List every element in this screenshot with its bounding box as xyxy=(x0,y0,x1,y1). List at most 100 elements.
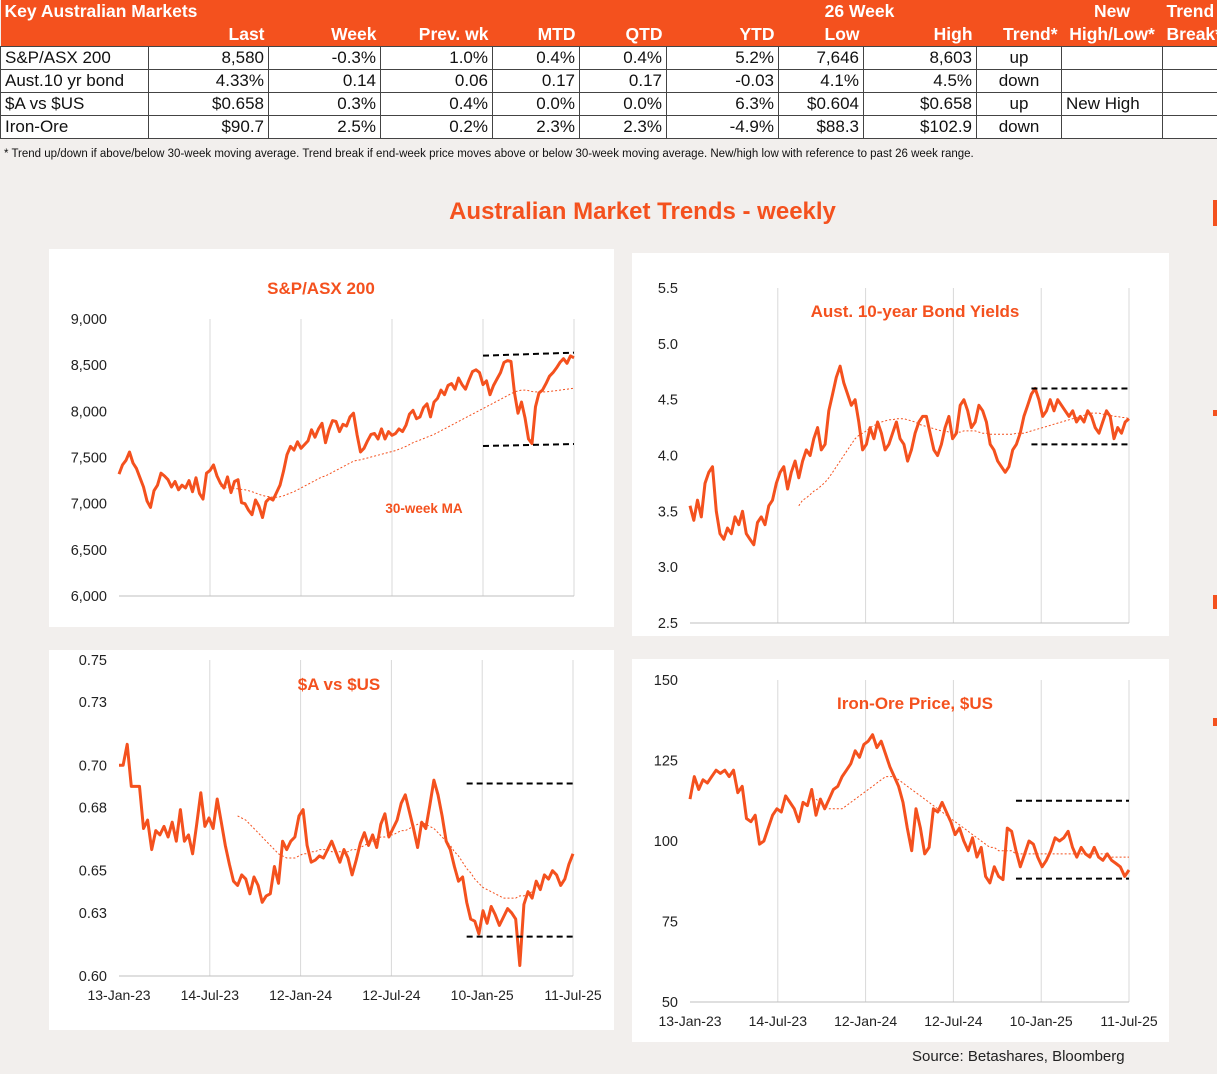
table-row: Iron-Ore $90.7 2.5% 0.2% 2.3% 2.3% -4.9%… xyxy=(0,115,1217,139)
y-tick-label: 50 xyxy=(662,995,678,1011)
cell-ytd: 6.3% xyxy=(666,92,779,116)
group-header-26-week: 26 Week xyxy=(778,0,977,23)
y-tick-label: 3.0 xyxy=(658,560,678,576)
row-name: Aust.10 yr bond xyxy=(0,69,149,93)
cell-last: $0.658 xyxy=(148,92,269,116)
y-tick-label: 0.63 xyxy=(79,906,107,922)
y-tick-label: 5.0 xyxy=(658,337,678,353)
row-name: $A vs $US xyxy=(0,92,149,116)
cell-ytd: -4.9% xyxy=(666,115,779,139)
x-tick-label: 14-Jul-23 xyxy=(749,1013,808,1029)
y-tick-label: 125 xyxy=(654,754,678,770)
col-header-break: Break* xyxy=(1162,23,1217,47)
cell-new-high-low xyxy=(1061,69,1164,93)
y-tick-label: 6,000 xyxy=(71,589,107,605)
cell-break xyxy=(1162,92,1217,116)
x-tick-label: 12-Jul-24 xyxy=(362,987,421,1003)
header-spacer xyxy=(492,0,580,23)
x-tick-label: 12-Jan-24 xyxy=(269,987,332,1003)
table-footnote: * Trend up/down if above/below 30-week m… xyxy=(4,148,974,160)
header-spacer xyxy=(148,0,269,23)
header-spacer xyxy=(579,0,667,23)
y-tick-label: 0.75 xyxy=(79,653,107,669)
cell-prev: 0.2% xyxy=(380,115,493,139)
cell-prev: 0.4% xyxy=(380,92,493,116)
cell-trend: down xyxy=(976,69,1063,93)
annotation-30-week-ma: 30-week MA xyxy=(385,501,463,516)
col-header-last: Last xyxy=(148,23,269,47)
table-header-row-2: Last Week Prev. wk MTD QTD YTD Low High … xyxy=(0,23,1217,47)
chart-panel-iron-ore: 13-Jan-23 14-Jul-23 12-Jan-24 12-Jul-24 10-J… xyxy=(632,659,1169,1042)
series-line-30wk-ma xyxy=(798,412,1130,507)
series-line-30wk-ma xyxy=(220,387,575,498)
band-line-26wk-low xyxy=(482,443,575,448)
cell-mtd: 2.3% xyxy=(492,115,580,139)
y-tick-label: 2.5 xyxy=(658,616,678,632)
header-spacer xyxy=(268,0,381,23)
col-header-high-low: High/Low* xyxy=(1061,23,1163,47)
edge-accent-mark xyxy=(1213,410,1217,416)
chart-panel-asx200: 9,000 8,500 8,000 7,500 7,000 6,500 6,000 S&P/A… xyxy=(49,249,614,627)
table-header-row-1: Key Australian Markets 26 Week New Trend xyxy=(0,0,1217,23)
cell-low: $88.3 xyxy=(778,115,864,139)
page-title: Australian Market Trends - weekly xyxy=(449,198,836,225)
y-tick-label: 4.5 xyxy=(658,393,678,409)
y-tick-label: 5.5 xyxy=(658,281,678,297)
series-line-30wk-ma xyxy=(815,776,1129,858)
edge-accent-mark xyxy=(1213,595,1217,609)
y-tick-label: 4.0 xyxy=(658,449,678,465)
chart-asx200: 9,000 8,500 8,000 7,500 7,000 6,500 6,000 S&P/A… xyxy=(71,279,575,605)
y-tick-label: 8,000 xyxy=(71,404,107,420)
cell-week: 0.14 xyxy=(268,69,381,93)
edge-accent-mark xyxy=(1213,718,1217,726)
cell-last: 4.33% xyxy=(148,69,269,93)
series-line-price xyxy=(688,733,1131,885)
cell-qtd: 0.4% xyxy=(579,46,667,70)
header-spacer xyxy=(666,0,779,23)
col-header-qtd: QTD xyxy=(579,23,667,47)
chart-iron-ore: 13-Jan-23 14-Jul-23 12-Jan-24 12-Jul-24 10-J… xyxy=(654,673,1158,1029)
row-name: S&P/ASX 200 xyxy=(0,46,149,70)
table-row: $A vs $US $0.658 0.3% 0.4% 0.0% 0.0% 6.3… xyxy=(0,92,1217,116)
cell-week: 0.3% xyxy=(268,92,381,116)
cell-low: 4.1% xyxy=(778,69,864,93)
cell-week: -0.3% xyxy=(268,46,381,70)
band-line-26wk-high xyxy=(482,351,575,357)
x-tick-label: 10-Jan-25 xyxy=(451,987,514,1003)
y-tick-label: 0.65 xyxy=(79,864,107,880)
col-header-trend: Trend* xyxy=(976,23,1062,47)
cell-last: 8,580 xyxy=(148,46,269,70)
header-new: New xyxy=(1061,0,1163,23)
x-tick-label: 13-Jan-23 xyxy=(87,987,150,1003)
table-title: Key Australian Markets xyxy=(0,0,197,23)
y-tick-label: 0.73 xyxy=(79,695,107,711)
cell-new-high-low: New High xyxy=(1061,92,1164,116)
cell-new-high-low xyxy=(1061,46,1164,70)
key-markets-table: Key Australian Markets 26 Week New Trend… xyxy=(0,0,1217,139)
cell-mtd: 0.4% xyxy=(492,46,580,70)
edge-accent-mark xyxy=(1213,200,1217,226)
y-tick-label: 7,000 xyxy=(71,497,107,513)
cell-trend: up xyxy=(976,46,1063,70)
x-tick-label: 12-Jan-24 xyxy=(834,1013,897,1029)
table-row: Aust.10 yr bond 4.33% 0.14 0.06 0.17 0.1… xyxy=(0,69,1217,93)
y-tick-label: 0.60 xyxy=(79,969,107,985)
series-line-price xyxy=(117,354,575,519)
cell-new-high-low xyxy=(1061,115,1164,139)
markets-table-container: Key Australian Markets 26 Week New Trend… xyxy=(0,0,1217,139)
cell-qtd: 2.3% xyxy=(579,115,667,139)
cell-trend: up xyxy=(976,92,1063,116)
source-note: Source: Betashares, Bloomberg xyxy=(912,1048,1125,1065)
cell-last: $90.7 xyxy=(148,115,269,139)
cell-ytd: -0.03 xyxy=(666,69,779,93)
x-tick-label: 12-Jul-24 xyxy=(924,1013,983,1029)
cell-high: $102.9 xyxy=(862,115,978,139)
chart-title: $A vs $US xyxy=(298,675,381,694)
y-tick-label: 75 xyxy=(662,915,678,931)
cell-high: 8,603 xyxy=(862,46,978,70)
x-tick-label: 13-Jan-23 xyxy=(658,1013,721,1029)
chart-title: Iron-Ore Price, $US xyxy=(837,694,993,713)
chart-bond-yields: 5.5 5.0 4.5 4.0 3.5 3.0 2.5 Aust. 10-year Bond … xyxy=(658,281,1130,632)
y-tick-label: 8,500 xyxy=(71,358,107,374)
header-spacer xyxy=(380,0,493,23)
